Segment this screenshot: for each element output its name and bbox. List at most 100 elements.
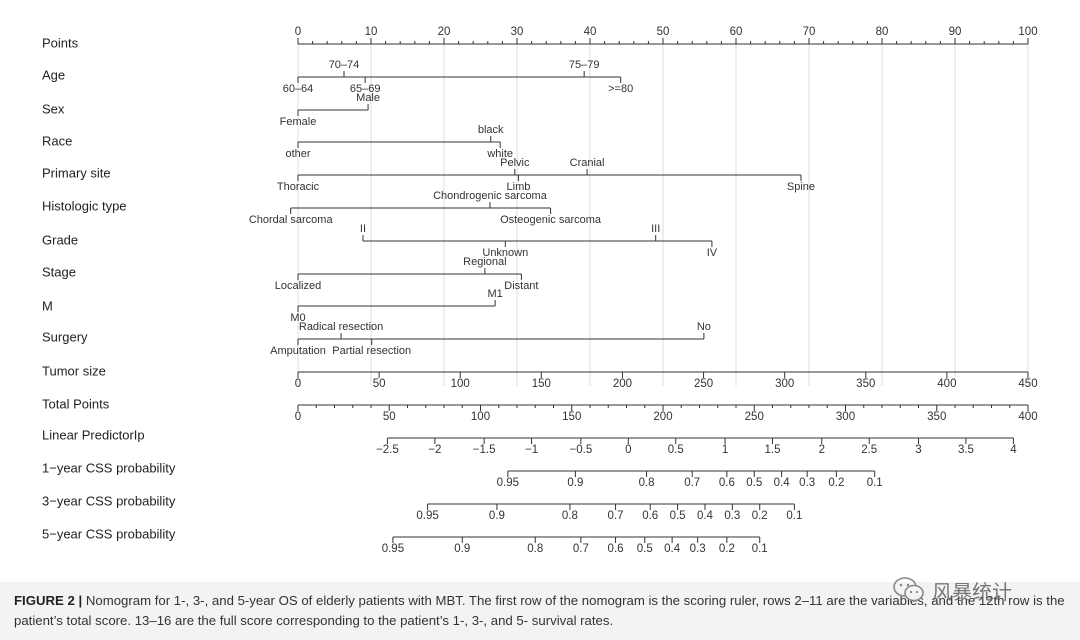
total-points-tick-label: 50 — [383, 411, 396, 423]
prob-scale-1-tick-label: 0.9 — [567, 477, 583, 489]
linear-predictor-tick-label: −2.5 — [376, 444, 399, 456]
surgery-level-label: Amputation — [270, 345, 326, 357]
points-axis-tick-label: 100 — [1018, 26, 1037, 38]
tumor-size-tick-label: 200 — [613, 378, 632, 390]
histologic-type-level-label: Chordal sarcoma — [249, 214, 334, 226]
points-axis-tick-label: 70 — [803, 26, 816, 38]
grade-level-label: II — [360, 223, 366, 235]
prob-scale-1-tick-label: 0.1 — [867, 477, 883, 489]
points-axis-tick-label: 80 — [876, 26, 889, 38]
prob-scale-1-tick-label: 0.4 — [774, 477, 791, 489]
primary-site-level-label: Limb — [507, 181, 531, 193]
wechat-icon — [893, 577, 924, 602]
prob-scale-3-tick-label: 0.5 — [637, 543, 653, 555]
prob-scale-3-tick-label: 0.8 — [527, 543, 543, 555]
prob-scale-1-tick-label: 0.3 — [799, 477, 815, 489]
prob-scale-1-tick-label: 0.5 — [746, 477, 762, 489]
m-level-label: M1 — [487, 288, 502, 300]
points-axis-tick-label: 20 — [438, 26, 451, 38]
points-axis-tick-label: 30 — [511, 26, 524, 38]
row-label-sex: Sex — [42, 101, 65, 116]
row-label-stage: Stage — [42, 264, 76, 279]
prob-scale-2-tick-label: 0.4 — [697, 510, 714, 522]
prob-scale-1-label: 1−year CSS probability — [42, 460, 176, 475]
watermark-text: 风暴统计 — [932, 581, 1012, 604]
tumor-size-tick-label: 50 — [373, 378, 386, 390]
prob-scale-2-tick-label: 0.8 — [562, 510, 578, 522]
stage-level-label: Distant — [504, 280, 538, 292]
linear-predictor-tick-label: −1.5 — [473, 444, 496, 456]
prob-scale-2-tick-label: 0.9 — [489, 510, 505, 522]
prob-scale-3-label: 5−year CSS probability — [42, 526, 176, 541]
caption-label: FIGURE 2 | — [14, 593, 83, 608]
row-label-race: Race — [42, 133, 72, 148]
grade-level-label: Unknown — [482, 247, 528, 259]
linear-predictor-tick-label: −2 — [428, 444, 441, 456]
grade-level-label: IV — [707, 247, 718, 259]
prob-scale-3-tick-label: 0.3 — [690, 543, 706, 555]
prob-scale-1-tick-label: 0.2 — [828, 477, 844, 489]
row-label-total-points: Total Points — [42, 396, 110, 411]
row-label-age: Age — [42, 67, 65, 82]
prob-scale-2-tick-label: 0.7 — [608, 510, 624, 522]
linear-predictor-tick-label: −0.5 — [570, 444, 593, 456]
figure-caption: FIGURE 2 | Nomogram for 1-, 3-, and 5-ye… — [0, 582, 1080, 640]
total-points-tick-label: 200 — [653, 411, 672, 423]
total-points-tick-label: 150 — [562, 411, 581, 423]
prob-scale-2-tick-label: 0.5 — [670, 510, 686, 522]
total-points-tick-label: 400 — [1018, 411, 1037, 423]
points-axis-tick-label: 0 — [295, 26, 301, 38]
prob-scale-2-tick-label: 0.95 — [416, 510, 438, 522]
tumor-size-tick-label: 300 — [775, 378, 794, 390]
prob-scale-1-tick-label: 0.95 — [497, 477, 519, 489]
total-points-tick-label: 250 — [745, 411, 764, 423]
age-level-label: >=80 — [608, 83, 633, 95]
linear-predictor-tick-label: 4 — [1010, 444, 1017, 456]
race-level-label: other — [285, 148, 310, 160]
histologic-type-level-label: Osteogenic sarcoma — [500, 214, 602, 226]
row-label-linear-predictor: Linear PredictorIp — [42, 427, 145, 442]
tumor-size-tick-label: 350 — [856, 378, 875, 390]
row-label-primary-site: Primary site — [42, 165, 111, 180]
tumor-size-tick-label: 250 — [694, 378, 713, 390]
row-label-histologic-type: Histologic type — [42, 198, 127, 213]
age-level-label: 60–64 — [283, 83, 314, 95]
linear-predictor-tick-label: 1 — [722, 444, 728, 456]
row-label-points: Points — [42, 35, 79, 50]
grade-level-label: III — [651, 223, 660, 235]
prob-scale-3-tick-label: 0.95 — [382, 543, 404, 555]
age-level-label: 65–69 — [350, 83, 381, 95]
linear-predictor-tick-label: 1.5 — [765, 444, 781, 456]
m-level-label: M0 — [290, 312, 305, 324]
row-label-tumor-size: Tumor size — [42, 363, 106, 378]
watermark: 风暴统计 — [892, 572, 1012, 608]
points-axis-tick-label: 90 — [949, 26, 962, 38]
prob-scale-2-tick-label: 0.1 — [786, 510, 802, 522]
linear-predictor-tick-label: 3 — [915, 444, 921, 456]
prob-scale-3-tick-label: 0.4 — [664, 543, 681, 555]
primary-site-level-label: Spine — [787, 181, 815, 193]
points-axis-tick-label: 10 — [365, 26, 378, 38]
total-points-tick-label: 300 — [836, 411, 855, 423]
sex-level-label: Female — [280, 116, 317, 128]
tumor-size-tick-label: 150 — [532, 378, 551, 390]
prob-scale-3-tick-label: 0.2 — [719, 543, 735, 555]
tumor-size-tick-label: 400 — [937, 378, 956, 390]
primary-site-level-label: Cranial — [570, 157, 605, 169]
prob-scale-3-tick-label: 0.6 — [608, 543, 624, 555]
total-points-tick-label: 350 — [927, 411, 946, 423]
stage-level-label: Localized — [275, 280, 321, 292]
prob-scale-2-label: 3−year CSS probability — [42, 493, 176, 508]
linear-predictor-tick-label: 0 — [625, 444, 631, 456]
linear-predictor-tick-label: 0.5 — [668, 444, 684, 456]
total-points-tick-label: 0 — [295, 411, 301, 423]
primary-site-level-label: Pelvic — [500, 157, 530, 169]
prob-scale-1-tick-label: 0.8 — [639, 477, 655, 489]
stage-level-label: Regional — [463, 256, 506, 268]
linear-predictor-tick-label: 3.5 — [958, 444, 974, 456]
points-axis-tick-label: 60 — [730, 26, 743, 38]
surgery-level-label: Radical resection — [299, 321, 383, 333]
prob-scale-3-tick-label: 0.9 — [454, 543, 470, 555]
points-axis-tick-label: 40 — [584, 26, 597, 38]
